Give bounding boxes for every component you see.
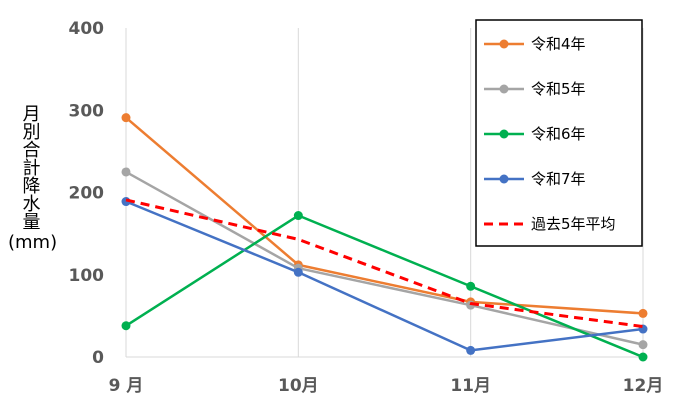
legend-marker — [499, 84, 509, 94]
x-tick-label: 11月 — [450, 376, 491, 396]
series-line — [125, 116, 644, 315]
series-line — [125, 170, 644, 346]
data-point — [638, 352, 648, 362]
legend-label: 令和4年 — [531, 35, 586, 53]
series-line — [125, 214, 644, 359]
series-group — [121, 113, 648, 362]
y-tick-label: 400 — [69, 19, 105, 39]
y-axis-label: 月別合計降水量 (mm) — [8, 104, 58, 253]
data-point — [466, 281, 476, 291]
y-tick-label: 300 — [69, 101, 105, 121]
x-axis-ticks: 9 月 10月 11月 12月 — [109, 376, 664, 396]
legend-label: 過去5年平均 — [531, 215, 616, 233]
data-point — [121, 113, 131, 123]
legend-label: 令和7年 — [531, 170, 586, 188]
series-line — [125, 200, 644, 352]
data-point — [121, 167, 131, 177]
data-point — [121, 321, 131, 331]
y-tick-label: 0 — [92, 348, 104, 368]
y-axis-ticks: 0 100 200 300 400 — [69, 19, 105, 368]
legend-label: 令和5年 — [531, 80, 586, 98]
legend-marker — [499, 129, 509, 139]
data-point — [466, 345, 476, 355]
y-tick-label: 200 — [69, 184, 105, 204]
x-tick-label: 9 月 — [109, 376, 144, 396]
data-point — [638, 308, 648, 318]
x-tick-label: 12月 — [623, 376, 664, 396]
vertical-gridlines — [125, 28, 644, 357]
data-point — [638, 340, 648, 350]
data-point — [293, 267, 303, 277]
data-point — [293, 211, 303, 221]
x-tick-label: 10月 — [278, 376, 319, 396]
y-axis-unit: (mm) — [8, 232, 58, 253]
y-axis-title: 月別合計降水量 — [19, 104, 41, 230]
legend-marker — [499, 174, 509, 184]
legend-label: 令和6年 — [531, 125, 586, 143]
y-tick-label: 100 — [69, 266, 105, 286]
legend-marker — [499, 39, 509, 49]
